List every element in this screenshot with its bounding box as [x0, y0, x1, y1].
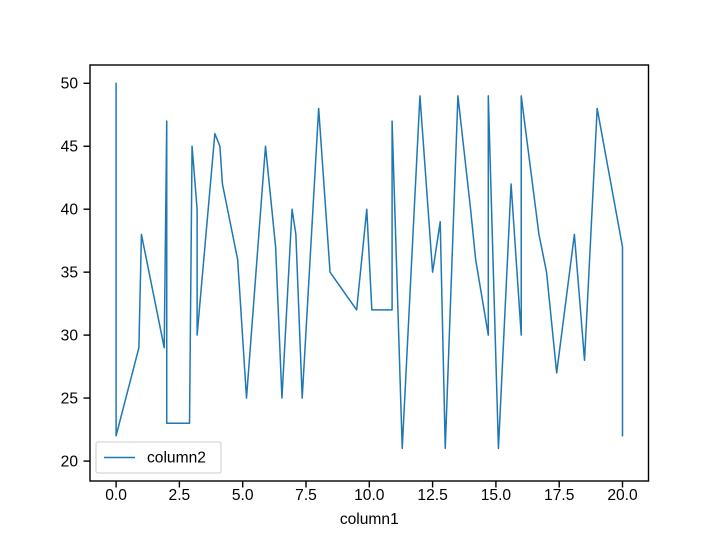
svg-text:45: 45	[61, 139, 79, 156]
svg-text:0.0: 0.0	[105, 487, 127, 504]
svg-text:50: 50	[61, 76, 79, 93]
svg-text:40: 40	[61, 202, 79, 219]
svg-text:30: 30	[61, 327, 79, 344]
svg-text:5.0: 5.0	[232, 487, 254, 504]
svg-text:15.0: 15.0	[481, 487, 512, 504]
svg-text:7.5: 7.5	[295, 487, 317, 504]
svg-text:20.0: 20.0	[607, 487, 638, 504]
svg-text:column1: column1	[340, 511, 399, 528]
svg-text:2.5: 2.5	[169, 487, 191, 504]
svg-text:35: 35	[61, 264, 79, 281]
svg-text:25: 25	[61, 390, 79, 407]
svg-text:column2: column2	[147, 450, 206, 467]
svg-text:12.5: 12.5	[417, 487, 448, 504]
svg-text:17.5: 17.5	[544, 487, 575, 504]
svg-text:20: 20	[61, 453, 79, 470]
svg-text:10.0: 10.0	[354, 487, 385, 504]
